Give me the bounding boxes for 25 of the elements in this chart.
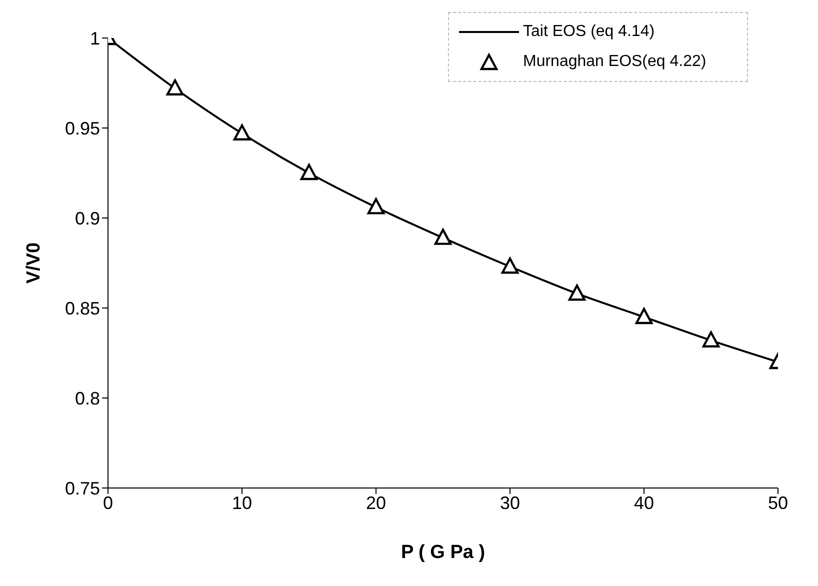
point: [702, 331, 720, 348]
x-tick-label: 0: [102, 492, 114, 513]
point: [300, 164, 318, 180]
y-tick-label: 0.85: [64, 298, 100, 318]
x-tick-label: 20: [366, 492, 386, 513]
point: [166, 79, 184, 96]
y-tick-label: 0.8: [74, 388, 100, 408]
point: [233, 124, 251, 140]
point: [367, 198, 385, 214]
y-tick-label: 0.9: [74, 208, 100, 228]
y-tick-label: 0.75: [64, 478, 100, 498]
x-tick-label: 10: [232, 492, 252, 513]
legend-label: Murnaghan EOS(eq 4.22): [523, 53, 706, 71]
point: [501, 258, 519, 274]
point: [568, 284, 586, 301]
y-tick-label: 0.95: [64, 118, 100, 138]
y-tick-label: 1: [90, 28, 100, 48]
x-axis-title: P ( G Pa ): [400, 542, 486, 563]
x-tick-label: 30: [500, 492, 520, 513]
y-axis-title: V/V0: [24, 242, 45, 284]
point: [635, 308, 653, 324]
x-tick-label: 40: [634, 492, 654, 513]
legend-label: Tait EOS (eq 4.14): [523, 23, 655, 41]
point: [434, 228, 452, 245]
x-tick-label: 50: [768, 492, 788, 513]
